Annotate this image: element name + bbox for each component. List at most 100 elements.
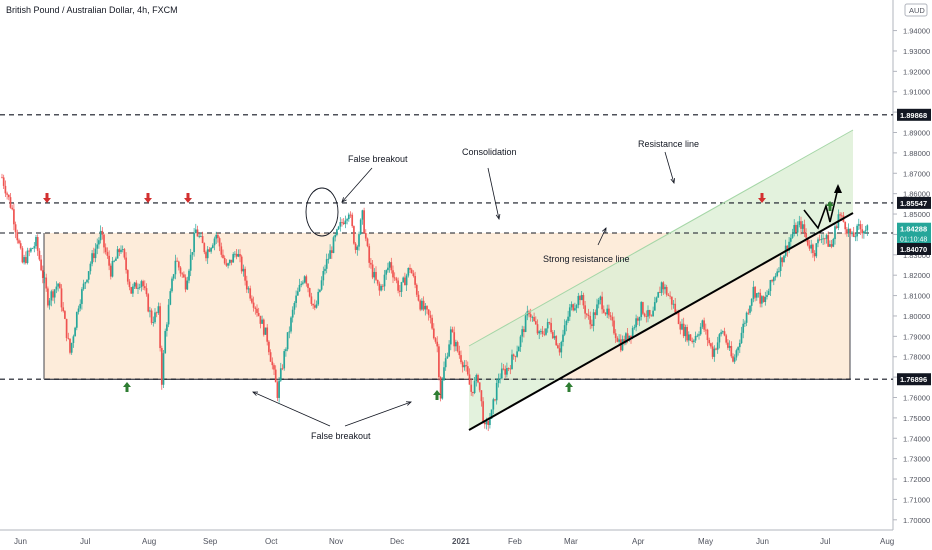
candle-body: [74, 327, 76, 337]
candle-body: [322, 270, 325, 281]
candle-body: [92, 253, 95, 259]
candle-body: [237, 254, 240, 257]
candle-body: [587, 314, 590, 316]
candle-body: [14, 224, 17, 233]
candle-body: [524, 315, 527, 333]
candle-body: [767, 291, 770, 296]
buy-arrow-icon: [826, 201, 834, 211]
candle-body: [774, 275, 777, 278]
candle-body: [98, 240, 100, 245]
candle-body: [863, 231, 865, 234]
candle-body: [557, 345, 559, 349]
candle-body: [368, 246, 371, 263]
x-tick-label: Jun: [14, 537, 27, 546]
candle-body: [392, 270, 394, 278]
candle-body: [19, 243, 22, 249]
candle-body: [188, 270, 190, 281]
y-tick-label: 1.80000: [903, 312, 930, 321]
candle-body: [446, 356, 449, 359]
price-tag-countdown: 01:10:48: [900, 237, 927, 244]
annotation-false-breakout-bottom: False breakout: [311, 431, 371, 441]
candle-body: [495, 382, 498, 401]
candle-body: [662, 282, 665, 290]
candle-body: [789, 237, 792, 242]
candle-body: [574, 308, 576, 311]
currency-badge-box[interactable]: [904, 3, 928, 17]
candle-body: [635, 318, 637, 328]
candle-body: [116, 249, 119, 259]
candle-body: [694, 336, 697, 341]
candle-body: [596, 304, 598, 315]
candle-body: [181, 273, 184, 275]
candle-body: [26, 250, 29, 264]
pointer-false-breakout-top: [341, 167, 373, 203]
candle-body: [738, 343, 741, 348]
candle-body: [113, 260, 116, 262]
candle-body: [812, 244, 814, 253]
pointer-resistance-line-head: [670, 177, 675, 184]
candle-body: [504, 369, 507, 375]
candle-body: [257, 313, 260, 316]
candle-body: [551, 332, 554, 339]
annotation-false-breakout: False breakout: [348, 154, 408, 164]
candle-body: [317, 291, 320, 305]
candle-body: [616, 338, 619, 342]
candle-body: [609, 315, 612, 317]
candle-body: [150, 310, 153, 323]
candle-body: [540, 331, 542, 332]
candle-body: [31, 248, 34, 250]
candle-body: [370, 262, 372, 265]
candle-body: [820, 239, 823, 240]
candle-body: [778, 271, 780, 272]
candle-body: [776, 271, 779, 276]
candle-body: [274, 369, 277, 383]
candle-body: [356, 246, 359, 250]
candle-body: [628, 335, 631, 341]
candle-body: [230, 259, 233, 263]
y-tick-label: 1.89000: [903, 129, 930, 138]
candle-body: [844, 221, 847, 230]
candle-body: [480, 390, 483, 402]
candle-body: [470, 384, 473, 392]
candle-body: [485, 421, 488, 425]
candle-body: [631, 327, 634, 338]
candle-body: [754, 286, 756, 298]
candle-body: [427, 309, 430, 316]
candle-body: [169, 291, 172, 305]
annotation-strong-resistance: Strong resistance line: [543, 254, 630, 264]
candle-body: [339, 222, 342, 227]
candle-body: [657, 292, 660, 298]
candle-body: [466, 366, 469, 375]
candle-body: [618, 339, 620, 342]
candle-body: [13, 209, 15, 225]
candle-body: [854, 236, 857, 238]
candle-body: [703, 320, 705, 330]
candle-body: [94, 248, 97, 259]
price-tag-support: 1.84070: [900, 245, 927, 254]
candle-body: [106, 252, 109, 256]
candle-body: [562, 334, 564, 342]
candle-body: [720, 332, 722, 335]
candle-body: [215, 234, 218, 239]
candle-body: [385, 270, 388, 275]
candle-body: [478, 382, 481, 391]
candle-body: [179, 267, 182, 274]
candle-body: [291, 309, 294, 318]
price-tag-resistance: 1.85547: [900, 199, 927, 208]
candle-body: [378, 283, 381, 291]
price-tag-top: 1.89868: [900, 111, 927, 120]
candle-body: [55, 286, 58, 290]
candle-body: [33, 246, 36, 249]
candle-body: [633, 327, 636, 329]
candle-body: [706, 329, 709, 341]
channel-upper-line: [468, 129, 854, 347]
y-tick-label: 1.74000: [903, 434, 930, 443]
candle-body: [412, 273, 415, 277]
candle-body: [79, 303, 82, 309]
candle-body: [349, 214, 352, 216]
candle-body: [568, 307, 571, 317]
candle-body: [659, 292, 661, 293]
candle-body: [591, 324, 593, 326]
y-tick-label: 1.88000: [903, 149, 930, 158]
